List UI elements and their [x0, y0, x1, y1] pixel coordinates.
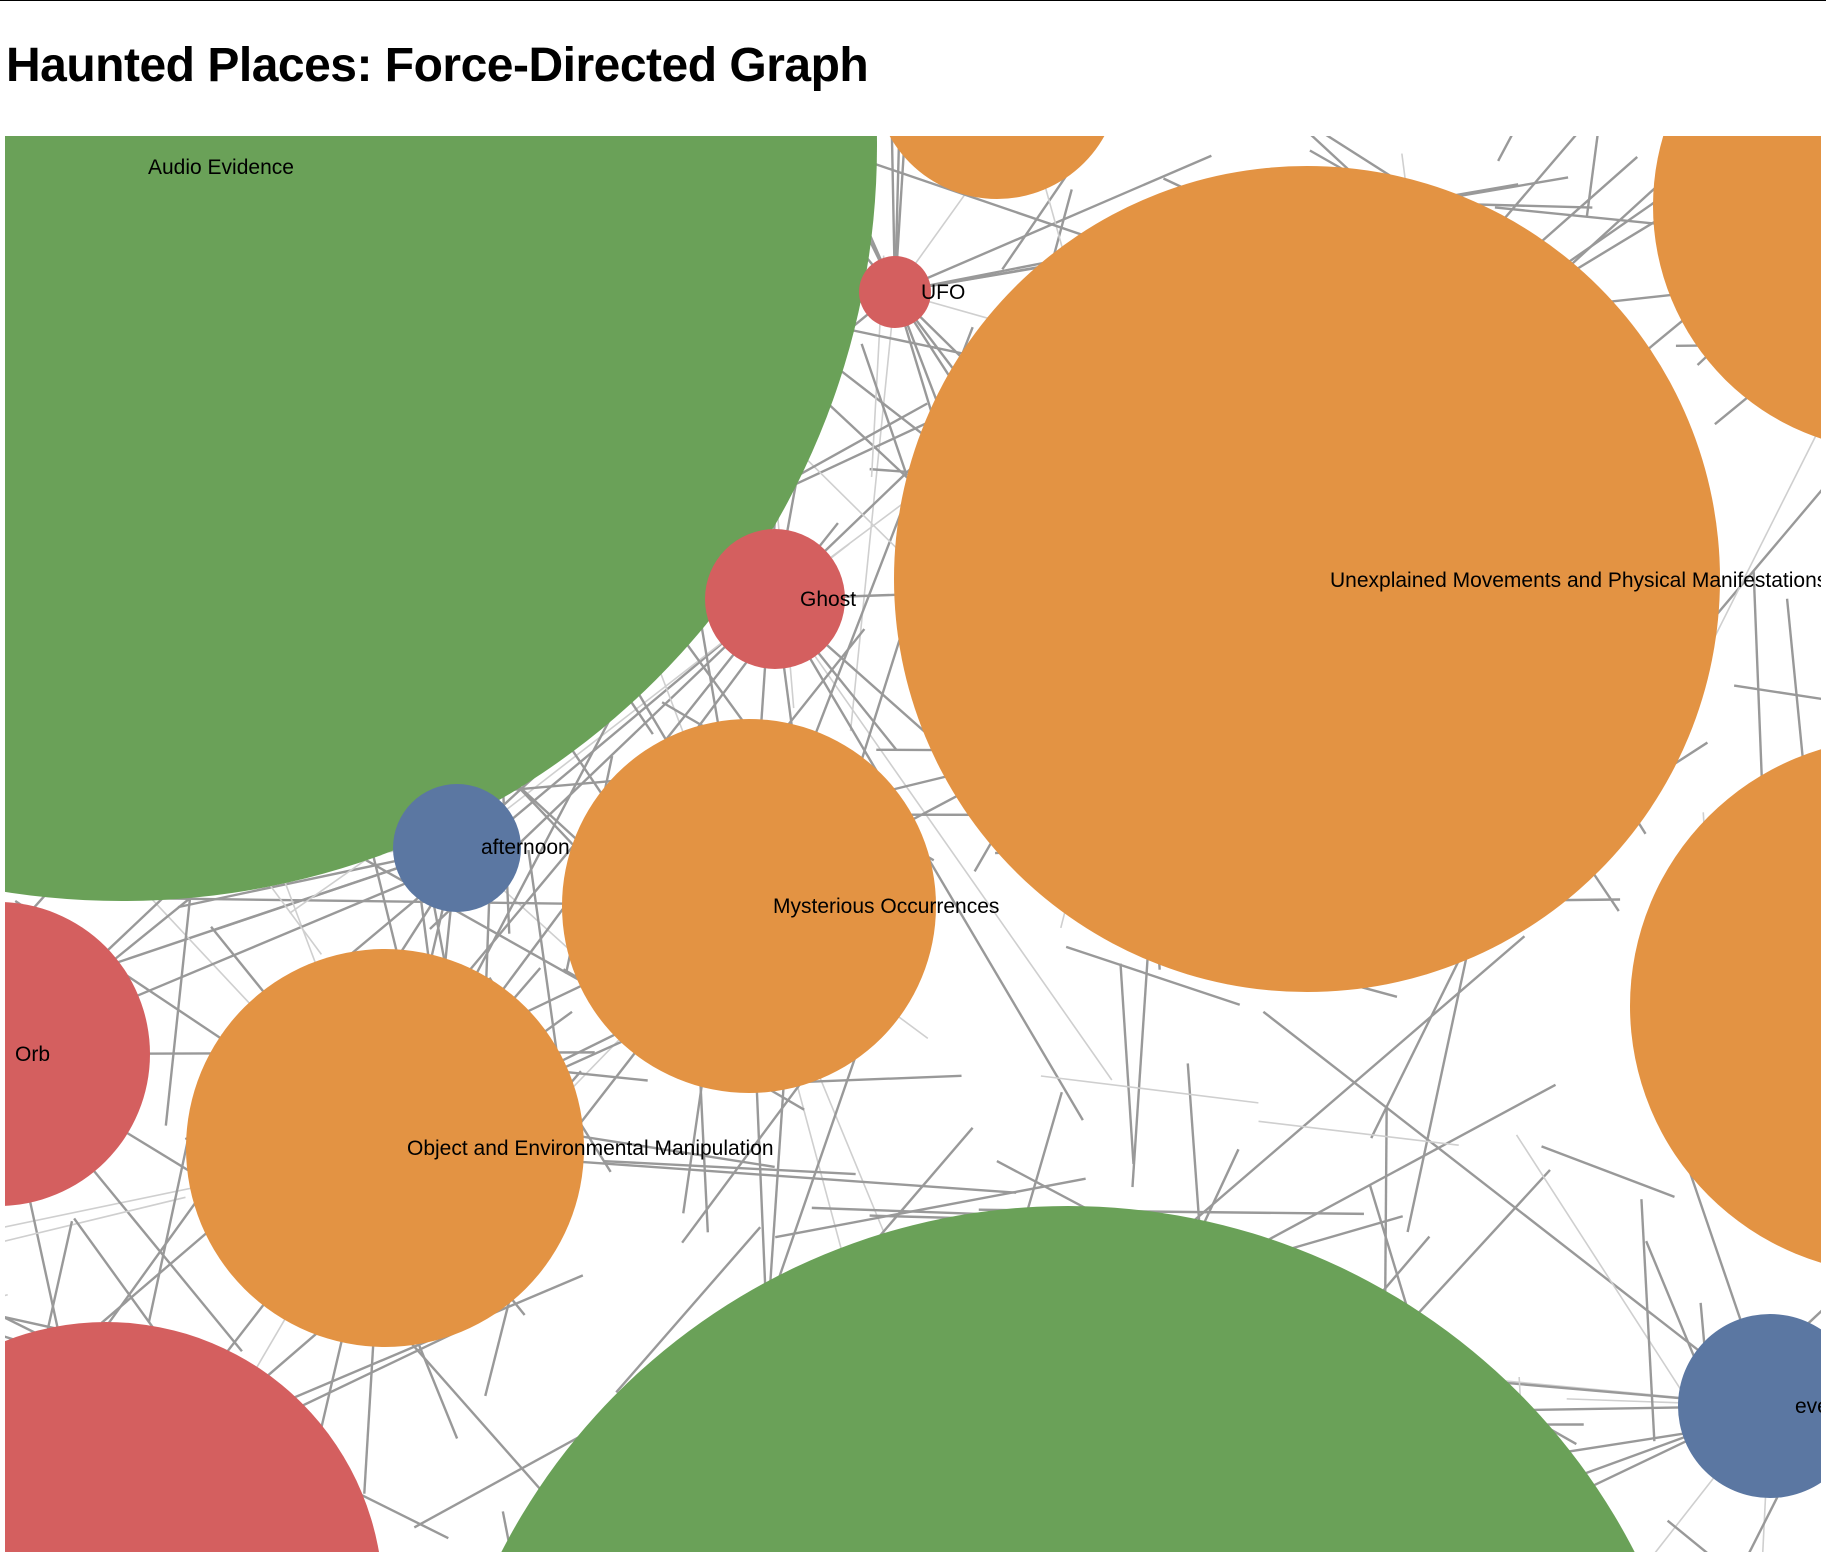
- node-label-audio-evidence: Audio Evidence: [148, 156, 294, 179]
- graph-link: [804, 1076, 961, 1082]
- graph-canvas[interactable]: Audio Evidence UFO Ghost Unexplained Moveme…: [5, 136, 1821, 1552]
- node-unknown-green-bottom[interactable]: [431, 1206, 1705, 1552]
- graph-link: [1120, 964, 1133, 1164]
- node-label-unexplained-movements: Unexplained Movements and Physical Manif…: [1330, 569, 1821, 592]
- graph-link: [1734, 686, 1821, 731]
- node-label-mysterious-occurrences: Mysterious Occurrences: [773, 895, 999, 918]
- graph-link: [1542, 1146, 1675, 1196]
- node-label-orb: Orb: [15, 1043, 50, 1066]
- node-label-evening: evening: [1795, 1395, 1821, 1418]
- graph-link: [1587, 136, 1638, 217]
- node-unknown-orange-top[interactable]: [874, 136, 1120, 199]
- graph-link: [1641, 1199, 1654, 1441]
- node-unknown-red-bottom[interactable]: [5, 1322, 383, 1552]
- graph-link: [1668, 1521, 1771, 1552]
- graph-link: [1498, 136, 1594, 161]
- node-label-ghost: Ghost: [800, 588, 856, 611]
- node-label-object-manipulation: Object and Environmental Manipulation: [407, 1137, 774, 1160]
- node-unknown-orange-right-mid[interactable]: [1630, 738, 1821, 1274]
- node-label-ufo: UFO: [921, 281, 965, 304]
- node-label-afternoon: afternoon: [481, 836, 570, 859]
- force-graph[interactable]: Audio Evidence UFO Ghost Unexplained Moveme…: [5, 136, 1821, 1552]
- page-title: Haunted Places: Force-Directed Graph: [6, 38, 868, 93]
- graph-link: [1041, 1076, 1258, 1103]
- top-rule: [0, 0, 1826, 1]
- graph-link: [851, 292, 895, 731]
